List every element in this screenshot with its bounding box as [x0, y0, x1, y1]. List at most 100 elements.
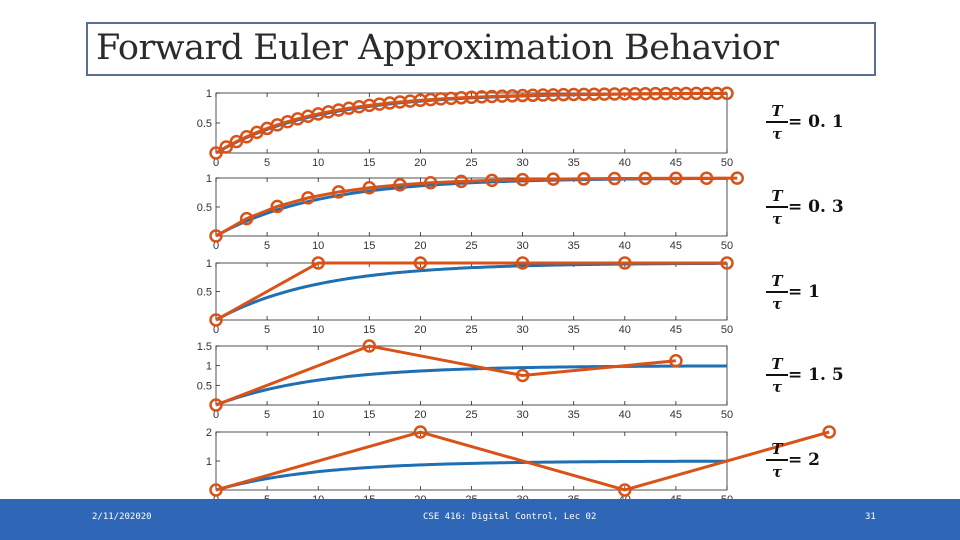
euler-sample-point [515, 256, 530, 270]
page-title: Forward Euler Approximation Behavior [96, 28, 779, 68]
euler-sample-point [209, 398, 223, 412]
euler-sample-point [413, 425, 428, 439]
x-tick-label: 25 [465, 324, 477, 336]
euler-sample-point [546, 172, 561, 186]
x-tick-label: 30 [516, 494, 528, 500]
ratio-value: = 1. 5 [788, 365, 844, 385]
x-tick-label: 10 [312, 240, 324, 252]
ratio-den: τ [771, 125, 783, 143]
x-tick-label: 40 [619, 494, 631, 500]
y-tick-label: 1 [206, 173, 212, 185]
exact-response-line [215, 459, 727, 492]
x-tick-label: 5 [264, 157, 270, 169]
x-tick-label: 30 [516, 324, 528, 336]
x-tick-label: 0 [213, 240, 219, 252]
euler-sample-point [515, 368, 530, 383]
euler-sample-point [209, 483, 223, 497]
x-tick-label: 15 [363, 324, 375, 336]
x-tick-label: 25 [465, 157, 477, 169]
y-tick-label: 0.5 [197, 380, 212, 392]
euler-sample-point [209, 229, 223, 243]
x-tick-label: 10 [312, 324, 324, 336]
euler-sample-point [270, 199, 285, 214]
ratio-num: T [771, 272, 783, 290]
x-tick-label: 20 [414, 157, 426, 169]
euler-sample-point [669, 354, 683, 368]
x-tick-label: 15 [363, 157, 375, 169]
x-tick-label: 35 [568, 240, 580, 252]
y-tick-label: 1 [206, 361, 212, 373]
x-tick-label: 40 [619, 157, 631, 169]
x-tick-label: 35 [568, 157, 580, 169]
x-tick-label: 10 [312, 409, 324, 421]
x-tick-label: 5 [264, 240, 270, 252]
euler-sample-point [638, 171, 652, 186]
x-tick-label: 45 [670, 157, 682, 169]
ratio-num: T [771, 355, 783, 373]
exact-response-line [215, 364, 728, 407]
euler-sample-point [413, 256, 428, 270]
ratio-num: T [771, 440, 783, 458]
x-tick-label: 35 [568, 324, 580, 336]
y-tick-label: 1 [206, 258, 212, 270]
euler-response-line [215, 344, 677, 407]
x-tick-label: 50 [721, 157, 733, 169]
euler-sample-point [577, 172, 591, 186]
euler-sample-point [720, 256, 734, 270]
ratio-value: = 0. 3 [788, 197, 844, 217]
x-tick-label: 10 [312, 494, 324, 500]
y-tick-label: 0.5 [197, 202, 212, 214]
x-tick-label: 0 [213, 409, 219, 421]
x-tick-label: 25 [465, 409, 477, 421]
euler-sample-point [720, 86, 734, 101]
x-tick-label: 50 [721, 409, 733, 421]
euler-sample-point [362, 339, 377, 353]
x-tick-label: 20 [414, 494, 426, 500]
euler-sample-point [209, 313, 223, 327]
euler-response-line [215, 261, 727, 322]
x-tick-label: 0 [213, 494, 219, 500]
x-tick-label: 35 [568, 409, 580, 421]
euler-response-line [215, 430, 830, 492]
x-tick-label: 30 [516, 409, 528, 421]
x-tick-label: 40 [619, 324, 631, 336]
ratio-value: = 2 [788, 450, 820, 470]
x-tick-label: 50 [721, 240, 733, 252]
euler-response-line [215, 176, 738, 238]
euler-sample-point [618, 483, 632, 497]
euler-sample-point [301, 191, 315, 205]
x-tick-label: 50 [721, 324, 733, 336]
euler-sample-point [362, 181, 377, 195]
x-tick-label: 35 [568, 494, 580, 500]
x-tick-label: 45 [670, 409, 682, 421]
euler-sample-point [618, 256, 632, 270]
x-tick-label: 30 [516, 157, 528, 169]
x-tick-label: 45 [670, 324, 682, 336]
axes-box [215, 177, 728, 237]
y-tick-label: 1.5 [197, 341, 212, 353]
axes-box [215, 262, 728, 321]
euler-sample-point [219, 140, 233, 154]
euler-sample-point [311, 256, 325, 270]
x-tick-label: 5 [264, 494, 270, 500]
x-tick-label: 30 [516, 240, 528, 252]
ratio-den: τ [771, 463, 783, 481]
euler-sample-point [209, 146, 223, 160]
x-tick-label: 15 [363, 240, 375, 252]
x-tick-label: 45 [670, 240, 682, 252]
x-tick-label: 15 [363, 409, 375, 421]
euler-sample-point [331, 185, 346, 199]
euler-sample-point [607, 171, 622, 186]
x-tick-label: 20 [414, 240, 426, 252]
euler-sample-point [485, 173, 499, 188]
euler-sample-point [454, 174, 469, 189]
ratio-num: T [771, 187, 783, 205]
y-tick-label: 0.5 [197, 287, 212, 299]
x-tick-label: 40 [619, 240, 631, 252]
x-tick-label: 0 [213, 324, 219, 336]
exact-response-line [215, 176, 728, 238]
euler-sample-point [515, 172, 530, 187]
